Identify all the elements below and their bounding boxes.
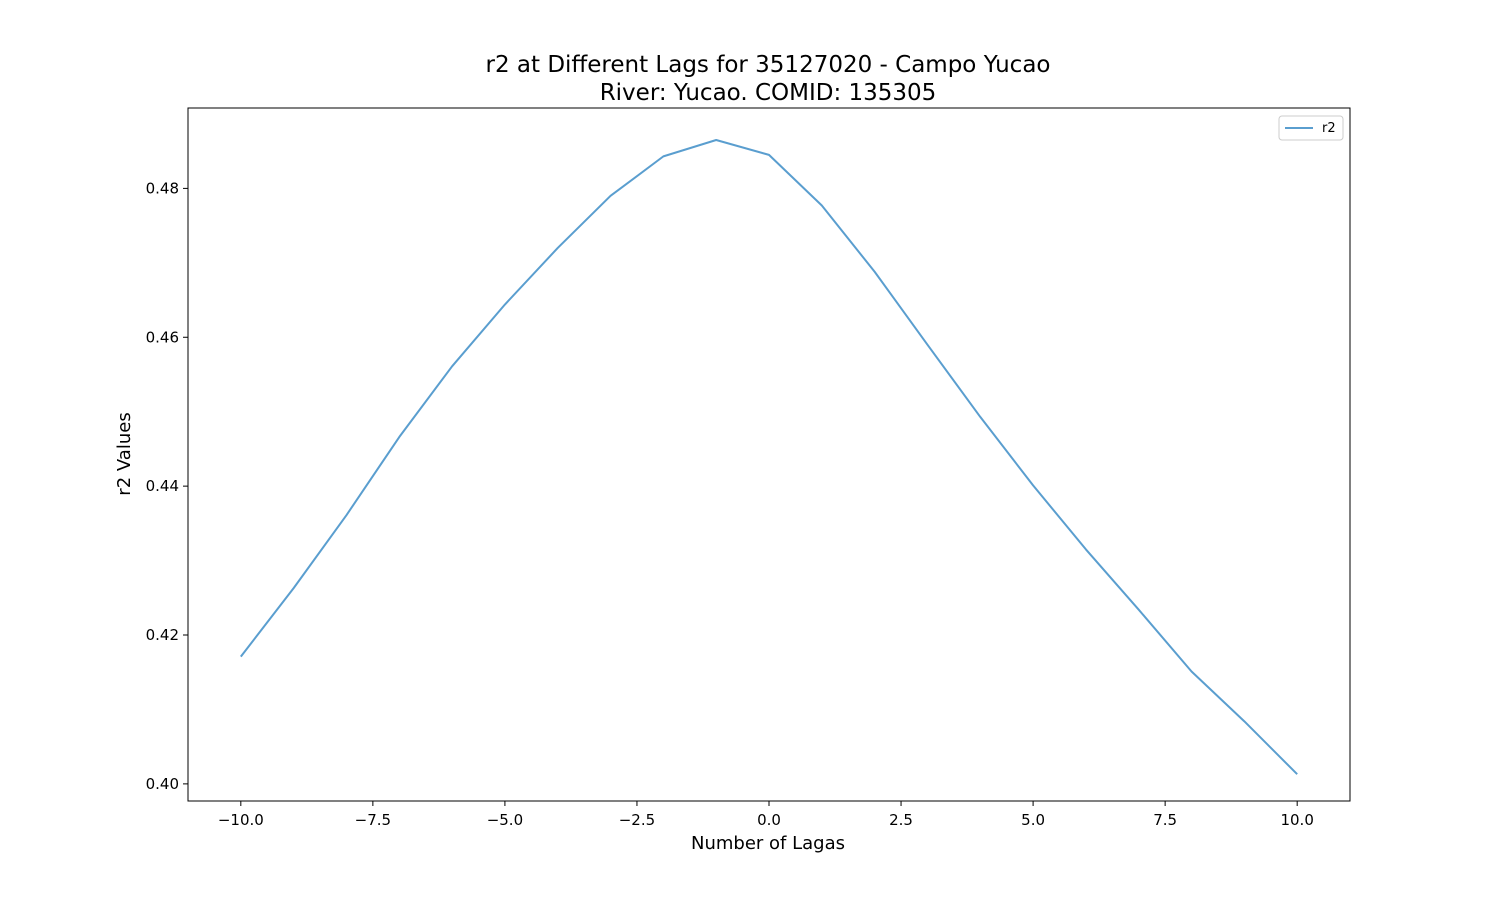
x-tick-label: 2.5 [889, 811, 913, 829]
y-tick-label: 0.40 [146, 775, 179, 793]
x-axis-ticks: −10.0 −7.5 −5.0 −2.5 0.0 2.5 5.0 7.5 10.0 [218, 801, 1314, 829]
x-tick-label: −5.0 [487, 811, 523, 829]
y-tick-label: 0.48 [146, 179, 179, 197]
x-tick-label: −7.5 [355, 811, 391, 829]
x-tick-label: −10.0 [218, 811, 264, 829]
x-tick-label: 10.0 [1280, 811, 1313, 829]
plot-area [188, 108, 1350, 801]
x-tick-label: 5.0 [1021, 811, 1045, 829]
chart-title-line1: r2 at Different Lags for 35127020 - Camp… [486, 52, 1051, 78]
x-axis-label: Number of Lagas [691, 833, 845, 854]
chart-title-line2: River: Yucao. COMID: 135305 [600, 80, 937, 106]
legend-label: r2 [1322, 121, 1336, 136]
y-axis-ticks: 0.40 0.42 0.44 0.46 0.48 [146, 179, 188, 792]
x-tick-label: −2.5 [619, 811, 655, 829]
y-tick-label: 0.46 [146, 328, 179, 346]
x-tick-label: 0.0 [757, 811, 781, 829]
y-tick-label: 0.44 [146, 477, 179, 495]
x-tick-label: 7.5 [1153, 811, 1177, 829]
y-tick-label: 0.42 [146, 626, 179, 644]
legend: r2 [1279, 116, 1343, 140]
y-axis-label: r2 Values [114, 412, 135, 495]
